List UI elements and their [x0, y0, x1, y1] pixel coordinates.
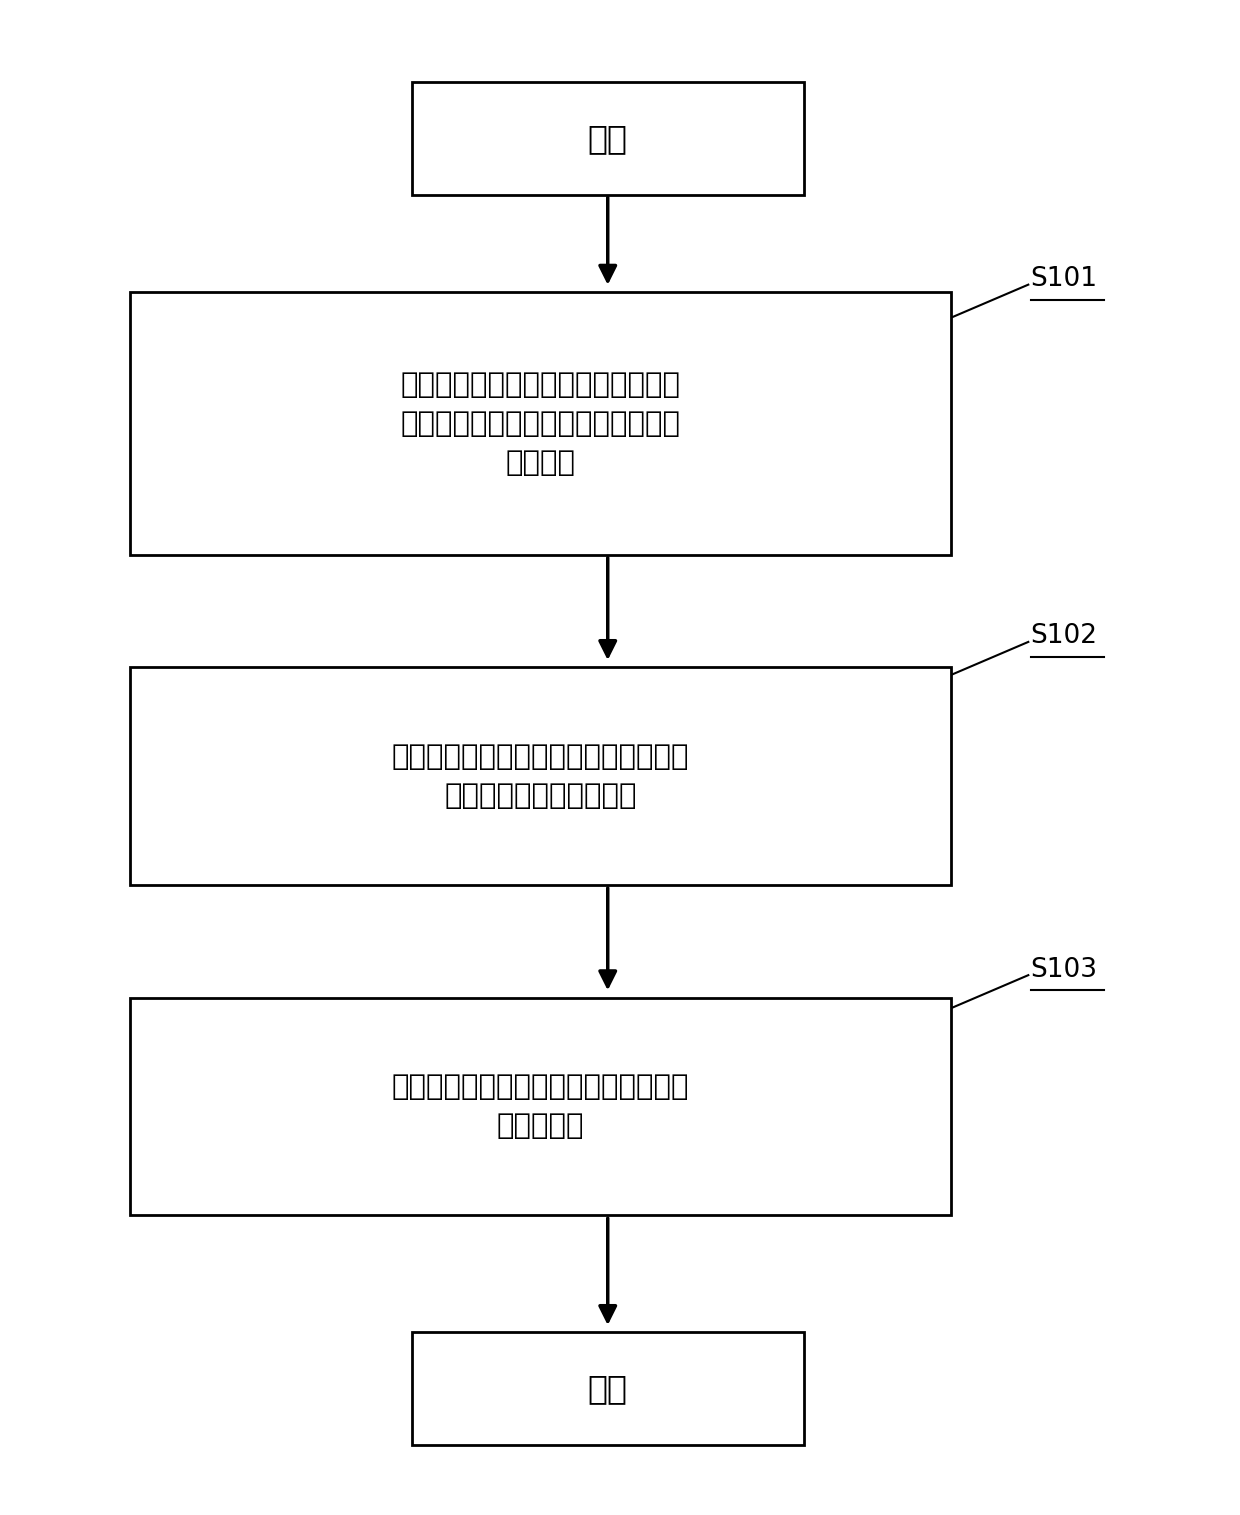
- FancyBboxPatch shape: [129, 668, 951, 885]
- FancyBboxPatch shape: [412, 1332, 804, 1445]
- FancyBboxPatch shape: [129, 292, 951, 554]
- Text: S101: S101: [1030, 267, 1097, 292]
- FancyBboxPatch shape: [129, 998, 951, 1215]
- Text: 配置数据传输通讯协议及数据复制、转
移加密功能: 配置数据传输通讯协议及数据复制、转 移加密功能: [392, 1073, 689, 1139]
- Text: 接收并分析数据采集设备上传的待处
理污水的各项原始参数信息，建立数
据库索引: 接收并分析数据采集设备上传的待处 理污水的各项原始参数信息，建立数 据库索引: [401, 371, 681, 477]
- Text: S102: S102: [1030, 623, 1097, 650]
- Text: 根据污水采样检测仪以及污水处理设备
反映的数据，完善数据库: 根据污水采样检测仪以及污水处理设备 反映的数据，完善数据库: [392, 742, 689, 809]
- FancyBboxPatch shape: [412, 82, 804, 194]
- Text: 开始: 开始: [588, 121, 627, 155]
- Text: S103: S103: [1030, 956, 1097, 983]
- Text: 结束: 结束: [588, 1373, 627, 1406]
